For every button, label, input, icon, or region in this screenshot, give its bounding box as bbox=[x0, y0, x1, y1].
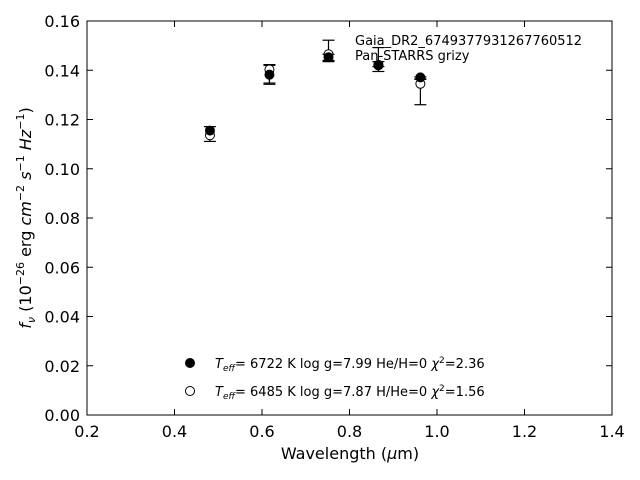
y-tick-label: 0.08 bbox=[44, 209, 80, 228]
y-tick-label: 0.14 bbox=[44, 61, 80, 80]
x-tick-label: 0.4 bbox=[162, 422, 187, 441]
y-tick-label: 0.06 bbox=[44, 258, 80, 277]
x-tick-label: 0.8 bbox=[337, 422, 362, 441]
x-tick-label: 0.2 bbox=[74, 422, 99, 441]
x-tick-label: 1.4 bbox=[599, 422, 624, 441]
annotation-object: Gaia_DR2_6749377931267760512 bbox=[355, 34, 582, 49]
y-tick-label: 0.02 bbox=[44, 357, 80, 376]
filled-point bbox=[204, 125, 215, 136]
legend-entry-2: Teff= 6485 K log g=7.87 H/He=0 χ2=1.56 bbox=[215, 384, 485, 402]
legend-marker-open bbox=[185, 386, 195, 396]
x-axis-label: Wavelength (μm) bbox=[281, 444, 419, 463]
x-tick-label: 1.2 bbox=[512, 422, 537, 441]
filled-point bbox=[373, 60, 384, 71]
y-tick-label: 0.10 bbox=[44, 160, 80, 179]
filled-point bbox=[323, 52, 334, 63]
legend-marker-filled bbox=[185, 358, 195, 368]
plot-frame bbox=[86, 20, 613, 416]
y-tick-label: 0.16 bbox=[44, 12, 80, 31]
axis-ticks: 0.2 0.4 0.6 0.8 1.0 1.2 1.4 0.00 0.02 0.04 0.06 0.0… bbox=[44, 12, 624, 441]
annotation-survey: Pan-STARRS grizy bbox=[355, 49, 470, 64]
x-tick-label: 0.6 bbox=[249, 422, 274, 441]
y-tick-label: 0.12 bbox=[44, 111, 80, 130]
legend-entry-1: Teff= 6722 K log g=7.99 He/H=0 χ2=2.36 bbox=[215, 356, 485, 374]
y-tick-label: 0.04 bbox=[44, 308, 80, 327]
x-tick-label: 1.0 bbox=[424, 422, 449, 441]
filled-point bbox=[264, 69, 275, 80]
data-marks bbox=[203, 39, 427, 143]
y-axis-label: fν (10−26 erg cm−2 s−1 Hz−1) bbox=[14, 107, 38, 328]
y-tick-label: 0.00 bbox=[44, 406, 80, 425]
filled-point bbox=[415, 72, 426, 83]
legend: Teff= 6722 K log g=7.99 He/H=0 χ2=2.36 T… bbox=[185, 356, 485, 402]
